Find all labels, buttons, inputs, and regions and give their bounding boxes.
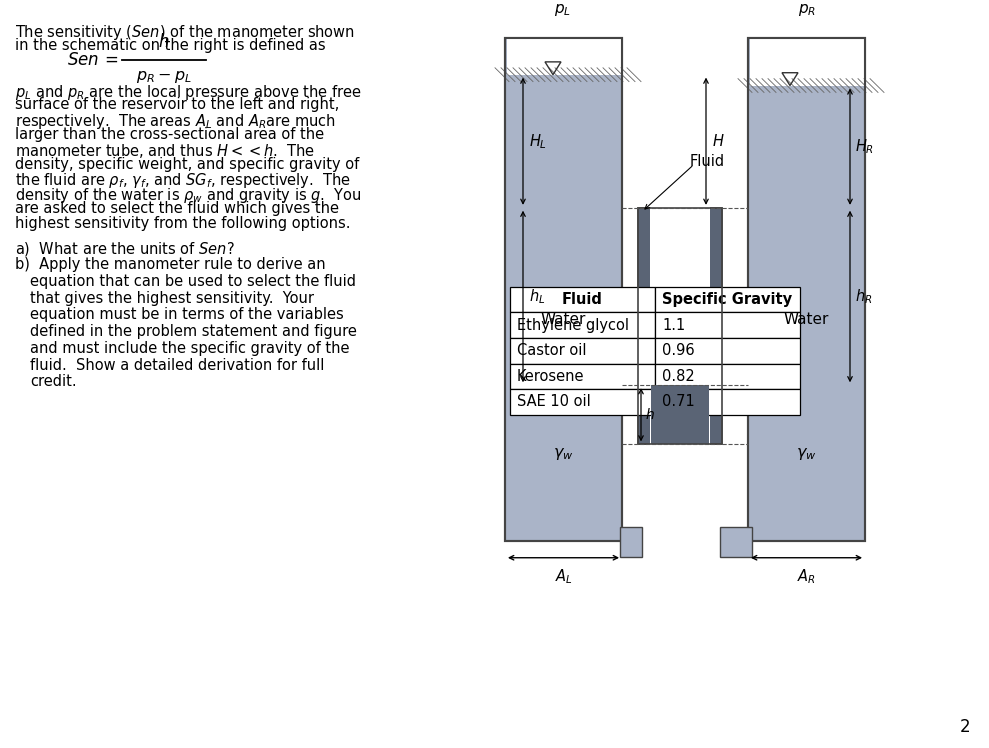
Text: 0.96: 0.96 [662,343,694,358]
Bar [748,78,865,94]
Text: equation must be in terms of the variables: equation must be in terms of the variabl… [30,307,344,322]
Text: Castor oil: Castor oil [517,343,586,358]
Text: fluid.  Show a detailed derivation for full: fluid. Show a detailed derivation for fu… [30,358,324,373]
Text: b)  Apply the manometer rule to derive an: b) Apply the manometer rule to derive an [15,257,325,272]
Text: 0.71: 0.71 [662,394,694,409]
Bar [505,38,622,541]
Text: $H_R$: $H_R$ [855,138,874,156]
Bar [505,38,622,541]
Bar [510,286,655,312]
Text: equation that can be used to select the fluid: equation that can be used to select the … [30,274,356,289]
Text: the fluid are $\rho_f$, $\gamma_f$, and $SG_f$, respectively.  The: the fluid are $\rho_f$, $\gamma_f$, and … [15,171,351,190]
Text: $H_L$: $H_L$ [529,132,547,150]
Bar [750,38,864,85]
Text: that gives the highest sensitivity.  Your: that gives the highest sensitivity. Your [30,290,314,306]
Bar [510,338,655,364]
Text: $p_R$: $p_R$ [798,1,816,17]
Bar [505,67,622,82]
Text: Fluid: Fluid [690,154,725,169]
Text: in the schematic on the right is defined as: in the schematic on the right is defined… [15,38,325,53]
Text: Water: Water [541,312,586,327]
Text: $\gamma_w$: $\gamma_w$ [796,447,817,462]
Text: 0.82: 0.82 [662,369,694,384]
Text: credit.: credit. [30,375,76,390]
Text: highest sensitivity from the following options.: highest sensitivity from the following o… [15,215,350,230]
Text: $h_R$: $h_R$ [855,287,872,306]
Text: defined in the problem statement and figure: defined in the problem statement and fig… [30,324,357,339]
Bar [720,527,752,557]
Bar [510,364,655,389]
Text: $p_R - p_L$: $p_R - p_L$ [136,69,192,85]
Text: a)  What are the units of $Sen$?: a) What are the units of $Sen$? [15,240,234,258]
Text: density of the water is $\rho_w$ and gravity is $g$.  You: density of the water is $\rho_w$ and gra… [15,186,362,205]
Bar [655,338,800,364]
Text: 2: 2 [959,718,970,736]
Text: $\gamma_w$: $\gamma_w$ [553,447,574,462]
Bar [620,527,642,557]
Bar [655,389,800,415]
Text: Water: Water [784,312,829,327]
Text: Fluid: Fluid [562,292,603,307]
Text: respectively.  The areas $A_L$ and $A_R$are much: respectively. The areas $A_L$ and $A_R$a… [15,112,336,131]
Text: $p_L$: $p_L$ [555,1,572,17]
Bar [510,389,655,415]
Text: $Sen\,=$: $Sen\,=$ [66,51,118,69]
Text: The sensitivity ($Sen$) of the manometer shown: The sensitivity ($Sen$) of the manometer… [15,23,355,43]
Bar [748,38,865,541]
Text: Ethylene glycol: Ethylene glycol [517,318,629,333]
Text: density, specific weight, and specific gravity of: density, specific weight, and specific g… [15,156,359,171]
Text: $h$: $h$ [158,33,170,51]
Text: SAE 10 oil: SAE 10 oil [517,394,590,409]
Text: larger than the cross-sectional area of the: larger than the cross-sectional area of … [15,127,324,142]
Bar [651,385,709,444]
Bar [638,208,722,444]
Bar [655,312,800,338]
Text: $H$: $H$ [712,133,725,150]
Bar [650,168,710,549]
Text: $A_L$: $A_L$ [555,568,573,586]
Bar [655,364,800,389]
Text: are asked to select the fluid which gives the: are asked to select the fluid which give… [15,201,339,216]
Bar [638,208,722,444]
Text: $A_R$: $A_R$ [797,568,816,586]
Text: 1.1: 1.1 [662,318,685,333]
Bar [510,312,655,338]
Text: $h_L$: $h_L$ [529,287,545,306]
Text: manometer tube, and thus $H << h$.  The: manometer tube, and thus $H << h$. The [15,141,315,160]
Bar [748,38,865,541]
Bar [507,38,621,75]
Text: and must include the specific gravity of the: and must include the specific gravity of… [30,341,349,356]
Text: Specific Gravity: Specific Gravity [663,292,792,307]
Text: $h$: $h$ [645,408,655,423]
Text: surface of the reservoir to the left and right,: surface of the reservoir to the left and… [15,97,339,112]
Text: Kerosene: Kerosene [517,369,584,384]
Bar [655,286,800,312]
Text: $p_L$ and $p_R$ are the local pressure above the free: $p_L$ and $p_R$ are the local pressure a… [15,82,362,102]
